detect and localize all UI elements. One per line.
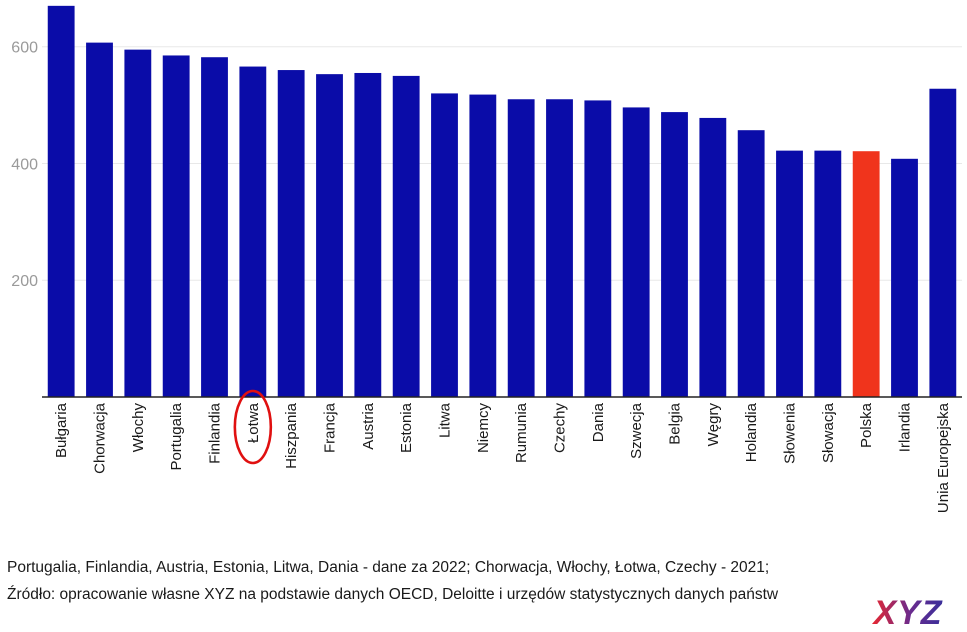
x-tick-label-0: Bułgaria bbox=[53, 402, 70, 458]
bar-0 bbox=[47, 5, 75, 398]
x-tick-label-16: Belgia bbox=[667, 402, 684, 444]
bar-12 bbox=[507, 99, 535, 397]
bar-3 bbox=[162, 55, 190, 398]
bar-23 bbox=[929, 88, 957, 397]
x-tick-label-23: Unia Europejska bbox=[935, 402, 952, 513]
x-tick-label-1: Chorwacja bbox=[92, 402, 109, 474]
x-tick-label-21: Polska bbox=[858, 402, 875, 448]
bar-16 bbox=[661, 112, 688, 397]
bar-chart: 200 400 600 Bułgaria Chorwacja Włochy Portuga… bbox=[11, 5, 962, 513]
x-tick-label-7: Francja bbox=[322, 402, 339, 453]
x-tick-label-11: Niemcy bbox=[475, 403, 492, 454]
bar-18 bbox=[737, 130, 765, 398]
x-tick-label-8: Austria bbox=[360, 402, 377, 449]
x-tick-label-6: Hiszpania bbox=[283, 402, 300, 469]
y-tick-label-600: 600 bbox=[11, 40, 38, 57]
bar-6 bbox=[277, 70, 305, 397]
bar-2 bbox=[124, 49, 152, 397]
x-tick-label-15: Szwecja bbox=[628, 402, 645, 459]
bar-15 bbox=[622, 107, 650, 398]
x-tick-label-12: Rumunia bbox=[513, 402, 530, 463]
x-tick-label-18: Holandia bbox=[743, 402, 760, 462]
xyz-logo: XYZ bbox=[855, 597, 961, 627]
bar-14 bbox=[584, 100, 612, 397]
y-axis-ticks: 200 400 600 bbox=[11, 40, 38, 291]
bar-11 bbox=[469, 94, 497, 398]
x-axis-labels: Bułgaria Chorwacja Włochy Portugalia Finland… bbox=[53, 402, 952, 513]
bar-13 bbox=[546, 99, 573, 397]
x-tick-label-19: Słowenia bbox=[782, 402, 799, 464]
x-tick-label-2: Włochy bbox=[130, 403, 147, 453]
x-tick-label-9: Estonia bbox=[398, 402, 415, 453]
bar-17 bbox=[699, 117, 727, 398]
x-tick-label-10: Litwa bbox=[437, 402, 454, 438]
gridlines bbox=[42, 46, 962, 281]
bar-10 bbox=[431, 93, 458, 397]
bar-19 bbox=[776, 150, 803, 397]
bar-4 bbox=[201, 57, 228, 397]
data-year-note: Portugalia, Finlandia, Austria, Estonia,… bbox=[7, 559, 770, 576]
bar-22 bbox=[891, 158, 918, 397]
bar-21 bbox=[852, 151, 880, 397]
x-tick-label-4: Finlandia bbox=[207, 402, 224, 464]
source-note: Źródło: opracowanie własne XYZ na podsta… bbox=[7, 586, 779, 603]
y-tick-label-200: 200 bbox=[11, 273, 38, 290]
x-tick-label-17: Węgry bbox=[705, 403, 722, 447]
y-tick-label-400: 400 bbox=[11, 156, 38, 173]
x-tick-label-5: Łotwa bbox=[245, 402, 262, 443]
x-tick-label-3: Portugalia bbox=[168, 402, 185, 470]
logo-text: XYZ bbox=[871, 597, 942, 627]
bar-1 bbox=[86, 42, 113, 398]
bar-8 bbox=[354, 72, 382, 398]
x-tick-label-14: Dania bbox=[590, 402, 607, 442]
bar-20 bbox=[814, 150, 842, 397]
bars bbox=[47, 5, 957, 398]
bar-9 bbox=[392, 75, 420, 397]
x-tick-label-20: Słowacja bbox=[820, 402, 837, 463]
bar-5 bbox=[239, 66, 267, 398]
highlight-circle bbox=[233, 389, 273, 465]
bar-7 bbox=[316, 74, 343, 397]
x-tick-label-22: Irlandia bbox=[897, 402, 914, 452]
x-tick-label-13: Czechy bbox=[552, 403, 569, 454]
